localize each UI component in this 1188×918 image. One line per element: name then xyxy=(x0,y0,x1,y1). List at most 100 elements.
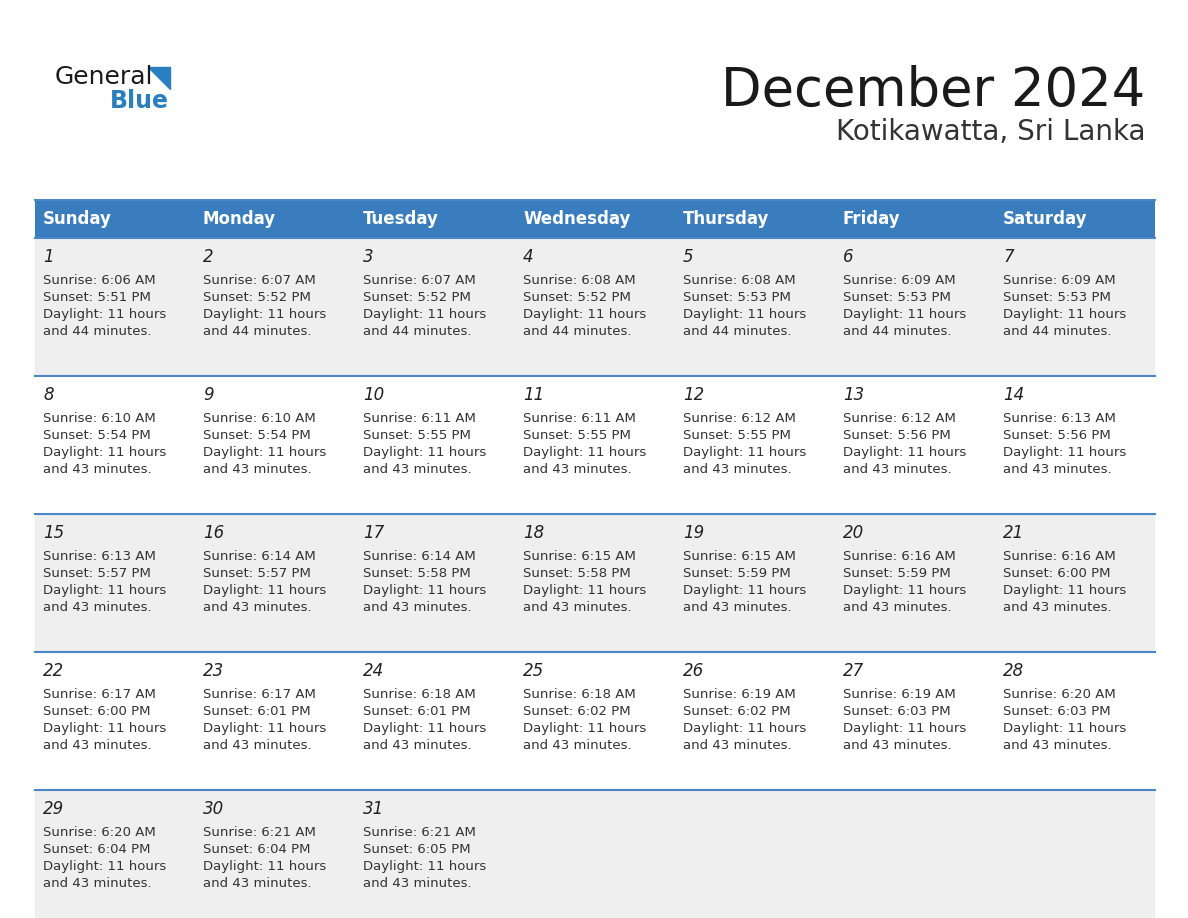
Text: and 44 minutes.: and 44 minutes. xyxy=(43,325,152,338)
Text: 18: 18 xyxy=(523,524,544,542)
Text: Daylight: 11 hours: Daylight: 11 hours xyxy=(1003,446,1126,459)
Text: Sunset: 6:01 PM: Sunset: 6:01 PM xyxy=(364,705,470,718)
Text: and 43 minutes.: and 43 minutes. xyxy=(683,739,791,752)
Text: 4: 4 xyxy=(523,248,533,266)
Text: Daylight: 11 hours: Daylight: 11 hours xyxy=(203,584,327,597)
Text: and 43 minutes.: and 43 minutes. xyxy=(43,601,152,614)
Text: Sunset: 5:59 PM: Sunset: 5:59 PM xyxy=(683,567,791,580)
Text: Kotikawatta, Sri Lanka: Kotikawatta, Sri Lanka xyxy=(835,118,1145,146)
Text: and 43 minutes.: and 43 minutes. xyxy=(843,739,952,752)
Text: Sunrise: 6:10 AM: Sunrise: 6:10 AM xyxy=(43,412,156,425)
Text: Sunset: 6:01 PM: Sunset: 6:01 PM xyxy=(203,705,310,718)
Text: and 43 minutes.: and 43 minutes. xyxy=(683,601,791,614)
Text: and 43 minutes.: and 43 minutes. xyxy=(843,601,952,614)
Text: and 44 minutes.: and 44 minutes. xyxy=(203,325,311,338)
Text: 31: 31 xyxy=(364,800,384,818)
Text: Daylight: 11 hours: Daylight: 11 hours xyxy=(1003,308,1126,321)
Text: Sunset: 6:04 PM: Sunset: 6:04 PM xyxy=(43,843,151,856)
Bar xyxy=(34,238,1155,376)
Text: Daylight: 11 hours: Daylight: 11 hours xyxy=(523,584,646,597)
Text: and 43 minutes.: and 43 minutes. xyxy=(1003,739,1112,752)
Text: and 44 minutes.: and 44 minutes. xyxy=(683,325,791,338)
Text: Sunrise: 6:07 AM: Sunrise: 6:07 AM xyxy=(203,274,316,287)
Text: Sunset: 5:56 PM: Sunset: 5:56 PM xyxy=(1003,429,1111,442)
Text: and 44 minutes.: and 44 minutes. xyxy=(364,325,472,338)
Text: Daylight: 11 hours: Daylight: 11 hours xyxy=(364,722,486,735)
Text: Daylight: 11 hours: Daylight: 11 hours xyxy=(43,446,166,459)
Text: Sunrise: 6:15 AM: Sunrise: 6:15 AM xyxy=(683,550,796,563)
Text: Daylight: 11 hours: Daylight: 11 hours xyxy=(683,584,807,597)
Text: 3: 3 xyxy=(364,248,373,266)
Text: Tuesday: Tuesday xyxy=(364,210,438,228)
Text: Sunrise: 6:06 AM: Sunrise: 6:06 AM xyxy=(43,274,156,287)
Text: Daylight: 11 hours: Daylight: 11 hours xyxy=(364,584,486,597)
Text: Daylight: 11 hours: Daylight: 11 hours xyxy=(1003,584,1126,597)
Text: Sunrise: 6:13 AM: Sunrise: 6:13 AM xyxy=(43,550,156,563)
Text: Daylight: 11 hours: Daylight: 11 hours xyxy=(364,860,486,873)
Text: Daylight: 11 hours: Daylight: 11 hours xyxy=(843,584,966,597)
Text: Daylight: 11 hours: Daylight: 11 hours xyxy=(683,446,807,459)
Text: and 43 minutes.: and 43 minutes. xyxy=(523,601,632,614)
Polygon shape xyxy=(148,67,170,89)
Text: Sunrise: 6:18 AM: Sunrise: 6:18 AM xyxy=(523,688,636,701)
Text: 17: 17 xyxy=(364,524,384,542)
Text: and 43 minutes.: and 43 minutes. xyxy=(203,463,311,476)
Bar xyxy=(34,652,1155,790)
Text: Sunrise: 6:07 AM: Sunrise: 6:07 AM xyxy=(364,274,475,287)
Text: Sunrise: 6:16 AM: Sunrise: 6:16 AM xyxy=(1003,550,1116,563)
Text: Daylight: 11 hours: Daylight: 11 hours xyxy=(523,308,646,321)
Text: Thursday: Thursday xyxy=(683,210,770,228)
Text: Daylight: 11 hours: Daylight: 11 hours xyxy=(203,860,327,873)
Text: 11: 11 xyxy=(523,386,544,404)
Text: Sunset: 5:53 PM: Sunset: 5:53 PM xyxy=(843,291,950,304)
Text: 14: 14 xyxy=(1003,386,1024,404)
Text: 19: 19 xyxy=(683,524,704,542)
Text: Sunrise: 6:14 AM: Sunrise: 6:14 AM xyxy=(364,550,475,563)
Text: and 43 minutes.: and 43 minutes. xyxy=(523,739,632,752)
Text: Sunset: 5:52 PM: Sunset: 5:52 PM xyxy=(364,291,470,304)
Text: 15: 15 xyxy=(43,524,64,542)
Text: Daylight: 11 hours: Daylight: 11 hours xyxy=(843,308,966,321)
Text: 25: 25 xyxy=(523,662,544,680)
Text: Sunset: 5:59 PM: Sunset: 5:59 PM xyxy=(843,567,950,580)
Text: Saturday: Saturday xyxy=(1003,210,1087,228)
Text: 30: 30 xyxy=(203,800,225,818)
Text: and 43 minutes.: and 43 minutes. xyxy=(523,463,632,476)
Text: Friday: Friday xyxy=(843,210,901,228)
Text: Sunset: 5:55 PM: Sunset: 5:55 PM xyxy=(364,429,470,442)
Text: Sunrise: 6:19 AM: Sunrise: 6:19 AM xyxy=(843,688,956,701)
Text: 24: 24 xyxy=(364,662,384,680)
Text: and 43 minutes.: and 43 minutes. xyxy=(364,463,472,476)
Text: and 43 minutes.: and 43 minutes. xyxy=(203,877,311,890)
Text: Sunset: 5:52 PM: Sunset: 5:52 PM xyxy=(523,291,631,304)
Text: Daylight: 11 hours: Daylight: 11 hours xyxy=(43,860,166,873)
Text: and 43 minutes.: and 43 minutes. xyxy=(43,877,152,890)
Text: Daylight: 11 hours: Daylight: 11 hours xyxy=(364,308,486,321)
Text: Sunset: 5:55 PM: Sunset: 5:55 PM xyxy=(523,429,631,442)
Text: Wednesday: Wednesday xyxy=(523,210,631,228)
Text: and 43 minutes.: and 43 minutes. xyxy=(364,877,472,890)
Text: Sunrise: 6:17 AM: Sunrise: 6:17 AM xyxy=(43,688,156,701)
Text: Sunday: Sunday xyxy=(43,210,112,228)
Text: and 44 minutes.: and 44 minutes. xyxy=(523,325,632,338)
Text: Sunset: 5:53 PM: Sunset: 5:53 PM xyxy=(1003,291,1111,304)
Text: Sunset: 6:02 PM: Sunset: 6:02 PM xyxy=(683,705,791,718)
Text: Sunrise: 6:09 AM: Sunrise: 6:09 AM xyxy=(1003,274,1116,287)
Text: Sunset: 6:04 PM: Sunset: 6:04 PM xyxy=(203,843,310,856)
Text: and 43 minutes.: and 43 minutes. xyxy=(1003,601,1112,614)
Text: Sunrise: 6:21 AM: Sunrise: 6:21 AM xyxy=(203,826,316,839)
Text: Daylight: 11 hours: Daylight: 11 hours xyxy=(523,722,646,735)
Text: Daylight: 11 hours: Daylight: 11 hours xyxy=(523,446,646,459)
Text: Sunset: 5:57 PM: Sunset: 5:57 PM xyxy=(43,567,151,580)
Text: and 43 minutes.: and 43 minutes. xyxy=(364,739,472,752)
Text: Sunset: 6:00 PM: Sunset: 6:00 PM xyxy=(1003,567,1111,580)
Text: Daylight: 11 hours: Daylight: 11 hours xyxy=(203,722,327,735)
Text: Daylight: 11 hours: Daylight: 11 hours xyxy=(203,446,327,459)
Text: Sunrise: 6:20 AM: Sunrise: 6:20 AM xyxy=(1003,688,1116,701)
Text: 10: 10 xyxy=(364,386,384,404)
Text: 12: 12 xyxy=(683,386,704,404)
Text: 9: 9 xyxy=(203,386,214,404)
Text: 1: 1 xyxy=(43,248,53,266)
Text: Sunset: 5:58 PM: Sunset: 5:58 PM xyxy=(523,567,631,580)
Text: Daylight: 11 hours: Daylight: 11 hours xyxy=(43,584,166,597)
